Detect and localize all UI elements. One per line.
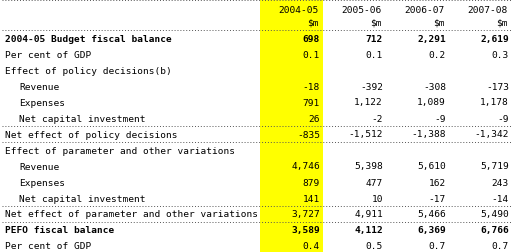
Text: 2005-06: 2005-06 xyxy=(342,6,382,14)
Text: 2004-05 Budget fiscal balance: 2004-05 Budget fiscal balance xyxy=(5,34,172,43)
Text: 6,766: 6,766 xyxy=(480,226,509,235)
Text: 5,490: 5,490 xyxy=(480,210,509,219)
Text: 0.5: 0.5 xyxy=(366,241,383,250)
Text: -17: -17 xyxy=(429,194,446,203)
Text: PEFO fiscal balance: PEFO fiscal balance xyxy=(5,226,114,235)
Text: 2007-08: 2007-08 xyxy=(468,6,508,14)
Text: -835: -835 xyxy=(297,130,320,139)
Text: Revenue: Revenue xyxy=(19,162,59,171)
Text: 10: 10 xyxy=(372,194,383,203)
Text: 2,619: 2,619 xyxy=(480,34,509,43)
Text: -173: -173 xyxy=(486,82,509,91)
Text: Net capital investment: Net capital investment xyxy=(19,194,145,203)
Text: Effect of parameter and other variations: Effect of parameter and other variations xyxy=(5,146,235,155)
Text: 0.7: 0.7 xyxy=(492,241,509,250)
Text: 141: 141 xyxy=(303,194,320,203)
Text: 1,178: 1,178 xyxy=(480,98,509,107)
Text: 243: 243 xyxy=(492,178,509,187)
Text: $m: $m xyxy=(307,18,319,27)
Text: 0.1: 0.1 xyxy=(366,50,383,59)
Text: Net effect of policy decisions: Net effect of policy decisions xyxy=(5,130,177,139)
Text: 5,719: 5,719 xyxy=(480,162,509,171)
Text: 0.4: 0.4 xyxy=(303,241,320,250)
Text: 0.1: 0.1 xyxy=(303,50,320,59)
Text: Revenue: Revenue xyxy=(19,82,59,91)
Text: -392: -392 xyxy=(360,82,383,91)
Text: 6,369: 6,369 xyxy=(417,226,446,235)
Text: 4,112: 4,112 xyxy=(354,226,383,235)
Text: 5,398: 5,398 xyxy=(354,162,383,171)
Text: -1,512: -1,512 xyxy=(348,130,383,139)
Text: $m: $m xyxy=(497,18,508,27)
Text: Expenses: Expenses xyxy=(19,178,65,187)
Text: 2006-07: 2006-07 xyxy=(405,6,445,14)
Text: Net effect of parameter and other variations: Net effect of parameter and other variat… xyxy=(5,210,258,219)
Text: -18: -18 xyxy=(303,82,320,91)
Text: Expenses: Expenses xyxy=(19,98,65,107)
Text: 879: 879 xyxy=(303,178,320,187)
Text: -9: -9 xyxy=(498,114,509,123)
Text: 3,727: 3,727 xyxy=(291,210,320,219)
Text: -9: -9 xyxy=(434,114,446,123)
Text: 26: 26 xyxy=(308,114,320,123)
Text: 1,122: 1,122 xyxy=(354,98,383,107)
Bar xyxy=(260,1,323,252)
Text: 0.7: 0.7 xyxy=(429,241,446,250)
Text: 2,291: 2,291 xyxy=(417,34,446,43)
Text: 162: 162 xyxy=(429,178,446,187)
Text: 698: 698 xyxy=(303,34,320,43)
Text: 5,466: 5,466 xyxy=(417,210,446,219)
Text: Net capital investment: Net capital investment xyxy=(19,114,145,123)
Text: $m: $m xyxy=(433,18,445,27)
Text: Effect of policy decisions(b): Effect of policy decisions(b) xyxy=(5,66,172,75)
Text: 0.3: 0.3 xyxy=(492,50,509,59)
Text: 2004-05: 2004-05 xyxy=(279,6,319,14)
Text: -308: -308 xyxy=(423,82,446,91)
Text: 712: 712 xyxy=(366,34,383,43)
Text: 3,589: 3,589 xyxy=(291,226,320,235)
Text: -2: -2 xyxy=(372,114,383,123)
Text: Per cent of GDP: Per cent of GDP xyxy=(5,50,91,59)
Text: 4,911: 4,911 xyxy=(354,210,383,219)
Text: Per cent of GDP: Per cent of GDP xyxy=(5,241,91,250)
Text: $m: $m xyxy=(371,18,382,27)
Text: 4,746: 4,746 xyxy=(291,162,320,171)
Text: 1,089: 1,089 xyxy=(417,98,446,107)
Text: 5,610: 5,610 xyxy=(417,162,446,171)
Text: -14: -14 xyxy=(492,194,509,203)
Text: 791: 791 xyxy=(303,98,320,107)
Text: 0.2: 0.2 xyxy=(429,50,446,59)
Text: -1,388: -1,388 xyxy=(412,130,446,139)
Text: 477: 477 xyxy=(366,178,383,187)
Text: -1,342: -1,342 xyxy=(474,130,509,139)
